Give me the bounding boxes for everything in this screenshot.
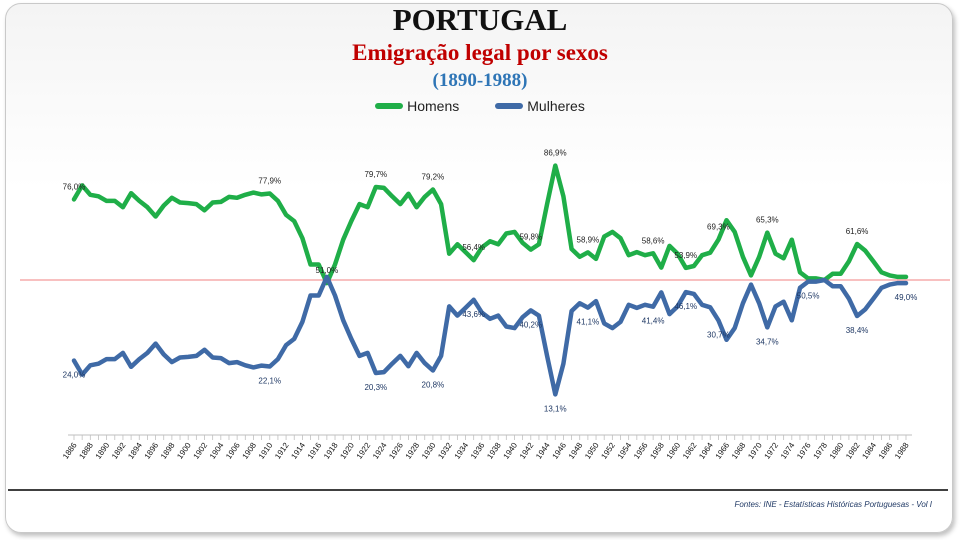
data-label-men: 58,9% [577, 235, 600, 244]
x-tick-label: 1944 [534, 441, 552, 461]
data-label-women: 22,1% [258, 376, 281, 385]
x-tick-label: 1972 [763, 441, 781, 461]
x-tick-label: 1958 [648, 441, 666, 461]
legend-swatch-men [375, 103, 404, 109]
series-line-women [71, 274, 909, 397]
legend-swatch-women [495, 103, 524, 109]
x-tick-label: 1924 [371, 441, 389, 461]
data-label-men: 53,9% [674, 251, 697, 260]
legend-item-men: Homens [375, 98, 459, 114]
slide-frame [5, 3, 953, 533]
x-tick-label: 1918 [322, 441, 340, 461]
x-tick-label: 1928 [404, 441, 422, 461]
x-tick-label: 1940 [502, 441, 520, 461]
x-tick-label: 1978 [811, 441, 829, 461]
x-tick-label: 1912 [273, 441, 291, 461]
x-tick-label: 1920 [338, 441, 356, 461]
data-label-women: 13,1% [544, 404, 567, 413]
data-label-women: 49,0% [895, 293, 918, 302]
x-tick-label: 1936 [469, 441, 487, 461]
data-label-women: 38,4% [846, 326, 869, 335]
x-tick-label: 1982 [844, 441, 862, 461]
x-tick-label: 1896 [143, 441, 161, 461]
x-tick-label: 1922 [355, 441, 373, 461]
x-tick-label: 1914 [289, 441, 307, 461]
x-tick-label: 1904 [208, 441, 226, 461]
x-tick-label: 1968 [730, 441, 748, 461]
data-label-women: 41,4% [642, 317, 665, 326]
x-tick-label: 1970 [746, 441, 764, 461]
x-tick-label: 1906 [224, 441, 242, 461]
x-tick-label: 1964 [697, 441, 715, 461]
data-label-men: 69,3% [707, 223, 730, 232]
data-label-men: 79,7% [364, 170, 387, 179]
data-label-women: 30,7% [707, 330, 730, 339]
x-tick-label: 1962 [681, 441, 699, 461]
x-tick-label: 1894 [126, 441, 144, 461]
x-tick-label: 1980 [828, 441, 846, 461]
x-tick-label: 1954 [616, 441, 634, 461]
source-note: Fontes: INE - Estatísticas Históricas Po… [734, 500, 932, 509]
legend-label-men: Homens [407, 98, 460, 114]
data-label-women: 34,7% [756, 337, 779, 346]
x-tick-label: 1988 [893, 441, 911, 461]
data-label-men: 56,4% [462, 243, 485, 252]
data-label-men: 61,6% [846, 227, 869, 236]
data-label-men: 79,2% [422, 172, 445, 181]
x-tick-label: 1956 [632, 441, 650, 461]
x-tick-label: 1938 [485, 441, 503, 461]
x-tick-label: 1930 [420, 441, 438, 461]
x-tick-label: 1900 [175, 441, 193, 461]
data-label-women: 46,1% [674, 302, 697, 311]
x-tick-label: 1892 [110, 441, 128, 461]
series-line-men [71, 163, 909, 286]
data-label-women: 24,0% [63, 371, 86, 380]
data-label-men: 86,9% [544, 149, 567, 158]
data-label-women: 50,5% [797, 292, 820, 301]
x-tick-label: 1986 [877, 441, 895, 461]
x-tick-label: 1984 [860, 441, 878, 461]
data-label-women: 20,3% [364, 383, 387, 392]
x-tick-label: 1916 [306, 441, 324, 461]
x-tick-label: 1950 [583, 441, 601, 461]
x-tick-label: 1952 [599, 441, 617, 461]
x-tick-label: 1898 [159, 441, 177, 461]
x-tick-label: 1926 [387, 441, 405, 461]
x-tick-label: 1886 [61, 441, 79, 461]
legend-label-women: Mulheres [527, 98, 585, 114]
x-tick-label: 1910 [257, 441, 275, 461]
x-tick-label: 1932 [436, 441, 454, 461]
x-tick-label: 1888 [77, 441, 95, 461]
x-tick-label: 1946 [550, 441, 568, 461]
x-tick-label: 1902 [192, 441, 210, 461]
data-label-men: 65,3% [756, 216, 779, 225]
data-label-men: 76,0% [63, 182, 86, 191]
data-label-men: 77,9% [258, 177, 281, 186]
legend: Homens Mulheres [0, 98, 960, 114]
data-label-men: 58,6% [642, 236, 665, 245]
x-tick-label: 1948 [567, 441, 585, 461]
data-label-men: 59,8% [519, 233, 542, 242]
data-label-women: 41,1% [577, 318, 600, 327]
x-tick-label: 1974 [779, 441, 797, 461]
data-label-women: 40,2% [519, 320, 542, 329]
chart-subtitle: Emigração legal por sexos [352, 40, 608, 65]
chart-range: (1890-1988) [432, 70, 528, 91]
x-tick-label: 1908 [241, 441, 259, 461]
x-tick-label: 1890 [94, 441, 112, 461]
legend-item-women: Mulheres [495, 98, 585, 114]
data-label-men: 51,0% [316, 266, 339, 275]
x-tick-label: 1966 [714, 441, 732, 461]
data-label-women: 20,8% [422, 381, 445, 390]
x-tick-label: 1976 [795, 441, 813, 461]
x-tick-label: 1942 [518, 441, 536, 461]
chart-title: PORTUGAL [392, 2, 568, 37]
x-tick-label: 1934 [453, 441, 471, 461]
data-label-women: 43,6% [462, 310, 485, 319]
x-tick-label: 1960 [665, 441, 683, 461]
